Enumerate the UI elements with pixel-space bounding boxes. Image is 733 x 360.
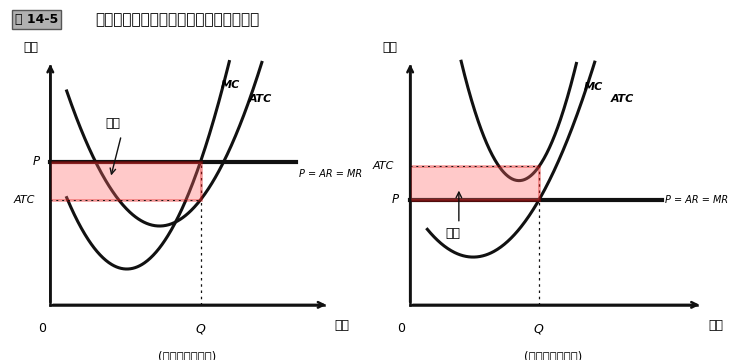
Text: 价格: 价格 bbox=[383, 41, 397, 54]
Text: ATC: ATC bbox=[373, 161, 394, 171]
Text: P: P bbox=[391, 193, 399, 206]
Text: 0: 0 bbox=[38, 321, 46, 334]
Text: P = AR = MR: P = AR = MR bbox=[299, 169, 362, 179]
Text: MC: MC bbox=[221, 80, 240, 90]
Bar bbox=[410, 166, 539, 200]
Text: 亏损: 亏损 bbox=[446, 227, 460, 240]
Bar bbox=[51, 162, 201, 200]
Text: 图 14-5: 图 14-5 bbox=[15, 13, 58, 26]
Text: P: P bbox=[32, 155, 40, 168]
Text: $Q$: $Q$ bbox=[534, 321, 545, 336]
Text: P = AR = MR: P = AR = MR bbox=[665, 195, 729, 205]
Text: 0: 0 bbox=[397, 321, 405, 334]
Text: ATC: ATC bbox=[611, 94, 634, 104]
Text: (利润最大化产量): (利润最大化产量) bbox=[158, 351, 216, 360]
Text: ATC: ATC bbox=[14, 195, 35, 205]
Text: 数量: 数量 bbox=[708, 319, 723, 332]
Text: ATC: ATC bbox=[249, 94, 272, 104]
Text: $Q$: $Q$ bbox=[195, 321, 206, 336]
Text: 价格: 价格 bbox=[23, 41, 39, 54]
Text: 利润: 利润 bbox=[106, 117, 121, 130]
Text: (亏损最小化产量): (亏损最小化产量) bbox=[524, 351, 583, 360]
Text: 用价格与平均总成本之间面积表示的利润: 用价格与平均总成本之间面积表示的利润 bbox=[95, 12, 259, 27]
Text: MC: MC bbox=[584, 82, 603, 93]
Text: 数量: 数量 bbox=[334, 319, 350, 332]
